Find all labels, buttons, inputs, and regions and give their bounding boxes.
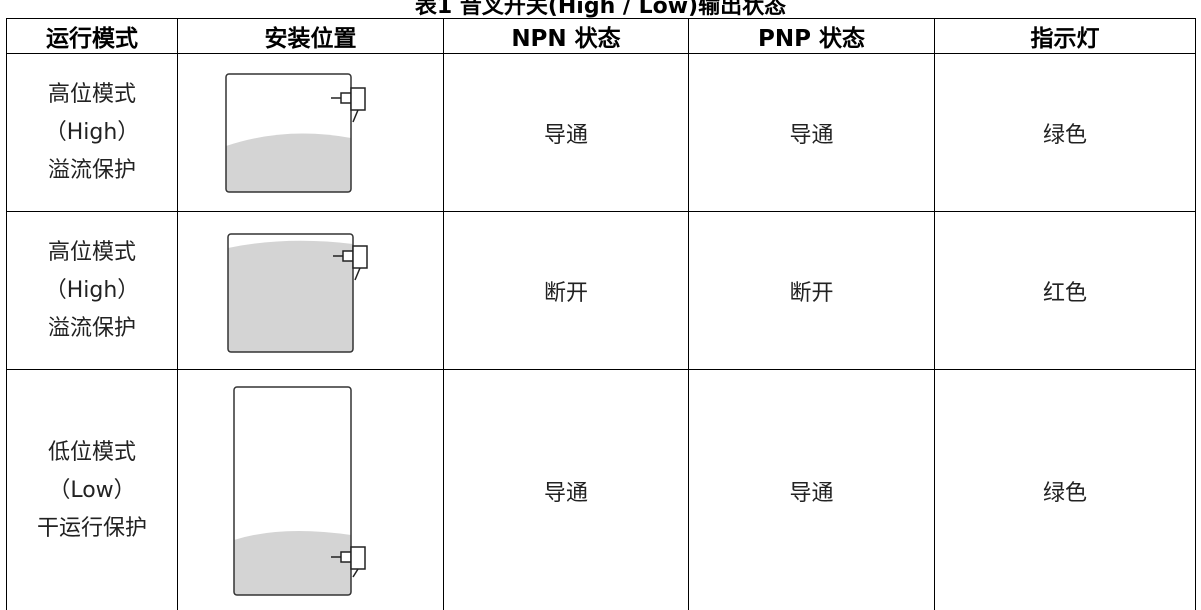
header-cell: PNP 状态 bbox=[688, 18, 935, 54]
mode-line: （High） bbox=[44, 277, 140, 303]
tank-diagram bbox=[224, 72, 366, 193]
image-cell bbox=[177, 211, 444, 370]
row: 高位模式 （High） 溢流保护 断开 断开 红色 bbox=[6, 211, 1196, 370]
mode-line: 高位模式 bbox=[47, 239, 136, 265]
mode-cell: 高位模式 （High） 溢流保护 bbox=[6, 53, 178, 212]
cell: 导通 bbox=[688, 369, 935, 610]
mode-line: 干运行保护 bbox=[36, 516, 147, 541]
mode-line: （High） bbox=[44, 119, 140, 145]
row: 高位模式 （High） 溢流保护 导通 导通 绿色 bbox=[6, 53, 1196, 212]
mode-line: 低位模式 bbox=[47, 440, 136, 465]
row: 低位模式 （Low） 干运行保护 导通 导通 绿色 bbox=[6, 369, 1196, 610]
image-cell bbox=[177, 369, 444, 610]
mode-cell: 低位模式 （Low） 干运行保护 bbox=[6, 369, 178, 610]
header-cell: 安装位置 bbox=[177, 18, 444, 54]
header-cell: 指示灯 bbox=[934, 18, 1196, 54]
cell: 断开 bbox=[688, 211, 935, 370]
cell: 导通 bbox=[443, 53, 689, 212]
cell: 导通 bbox=[688, 53, 935, 212]
mode-line: 溢流保护 bbox=[47, 157, 136, 183]
cell: 导通 bbox=[443, 369, 689, 610]
mode-line: 高位模式 bbox=[47, 81, 136, 107]
image-cell bbox=[177, 53, 444, 212]
header-cell: NPN 状态 bbox=[443, 18, 689, 54]
header-row: 运行模式 安装位置 NPN 状态 PNP 状态 指示灯 bbox=[6, 18, 1196, 54]
mode-cell: 高位模式 （High） 溢流保护 bbox=[6, 211, 178, 370]
header-cell: 运行模式 bbox=[6, 18, 178, 54]
cell: 绿色 bbox=[934, 53, 1196, 212]
table: 运行模式 安装位置 NPN 状态 PNP 状态 指示灯 高位模式 （High） 溢流… bbox=[6, 18, 1196, 610]
mode-line: （Low） bbox=[48, 478, 136, 503]
tank-diagram bbox=[232, 386, 366, 596]
table-title: 表1 音叉开关(High / Low)输出状态 bbox=[414, 0, 787, 19]
cell: 红色 bbox=[934, 211, 1196, 370]
cell: 绿色 bbox=[934, 369, 1196, 610]
cell: 断开 bbox=[443, 211, 689, 370]
tank-diagram bbox=[226, 232, 368, 353]
mode-line: 溢流保护 bbox=[47, 315, 136, 341]
